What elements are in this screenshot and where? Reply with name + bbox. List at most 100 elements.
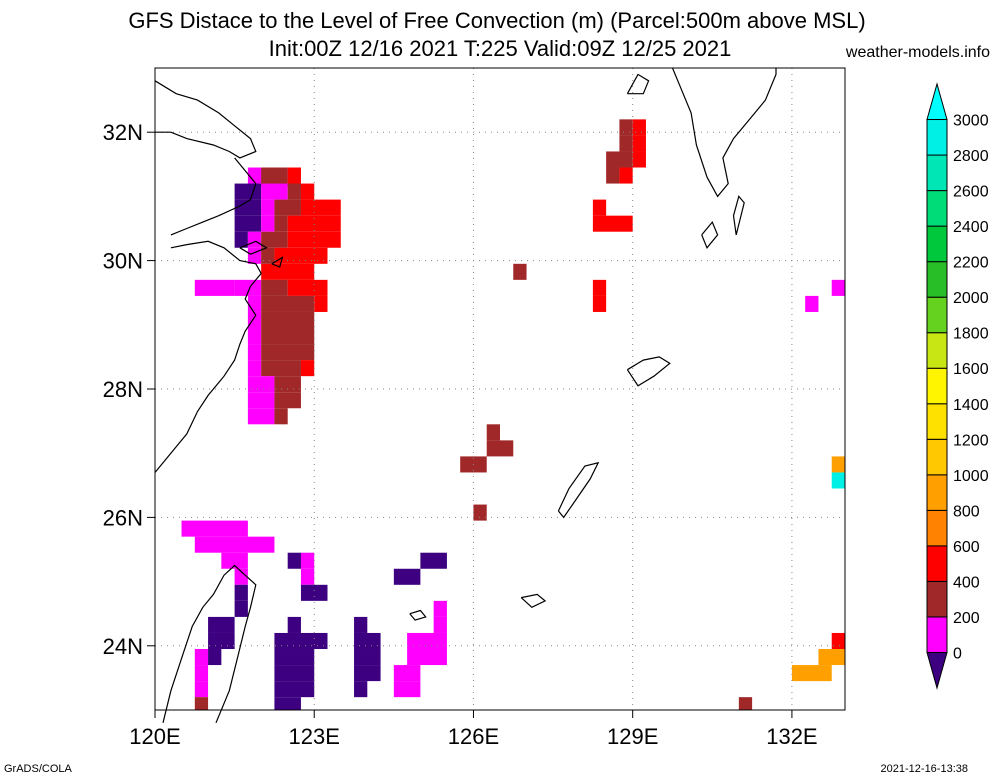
field-cell — [261, 279, 288, 296]
lon-tick-label: 126E — [448, 724, 499, 749]
field-cell — [818, 649, 845, 666]
field-cell — [486, 440, 514, 457]
field-cell — [300, 568, 315, 585]
field-cell — [261, 295, 315, 312]
lat-tick-label: 28N — [103, 377, 143, 402]
coastline — [732, 195, 745, 236]
field-cell — [513, 263, 527, 280]
field-cell — [606, 151, 633, 168]
coastline — [557, 461, 600, 519]
grads-credit: GrADS/COLA — [4, 763, 72, 775]
field-cell — [287, 215, 341, 232]
coastline — [239, 240, 268, 255]
field-cell — [632, 135, 646, 152]
field-cell — [261, 311, 315, 329]
field-cell — [247, 295, 262, 312]
field-cell — [247, 231, 262, 248]
field-cells — [181, 119, 845, 710]
colorbar-swatch — [926, 296, 948, 334]
field-cell — [194, 649, 209, 666]
field-cell — [194, 279, 235, 296]
field-cell — [234, 183, 262, 200]
field-cell — [486, 424, 500, 441]
coastline — [626, 73, 650, 95]
colorbar-swatch — [926, 332, 948, 369]
lat-lon-grid — [154, 68, 845, 710]
field-cell — [354, 649, 381, 666]
colorbar-swatch — [926, 261, 948, 298]
coastlines — [154, 67, 777, 724]
map-title: GFS Distace to the Level of Free Convect… — [128, 8, 866, 33]
lat-tick-label: 30N — [103, 249, 143, 274]
lon-tick-label: 132E — [766, 724, 817, 749]
field-cell — [300, 183, 315, 200]
field-cell — [300, 199, 341, 216]
field-cell — [247, 360, 262, 377]
coastline — [409, 609, 427, 621]
field-cell — [606, 167, 620, 184]
field-cell — [234, 199, 262, 216]
colorbar-swatch — [926, 119, 948, 156]
field-cell — [247, 311, 262, 329]
coastline — [671, 67, 777, 198]
generation-timestamp: 2021-12-16-13:38 — [880, 763, 968, 775]
field-cell — [261, 263, 315, 280]
field-cell — [261, 199, 275, 216]
field-cell — [393, 568, 421, 585]
field-cell — [473, 504, 487, 521]
colorbar-swatch — [926, 474, 948, 511]
field-cell — [194, 697, 209, 710]
colorbar-label: 1000 — [953, 468, 989, 485]
field-cell — [261, 183, 288, 200]
field-cell — [287, 552, 301, 569]
field-cell — [592, 279, 607, 296]
colorbar-swatch — [926, 225, 948, 263]
colorbar-label: 0 — [953, 645, 962, 662]
field-cell — [300, 584, 328, 601]
site-credit[interactable]: weather-models.info — [845, 44, 990, 61]
field-cell — [287, 183, 301, 200]
colorbar-swatch — [926, 403, 948, 440]
field-cell — [274, 665, 315, 682]
colorbar-swatch — [926, 651, 948, 690]
field-cell — [314, 295, 328, 312]
colorbar-label: 600 — [953, 539, 980, 556]
field-cell — [261, 328, 315, 345]
field-cell — [619, 167, 633, 184]
lon-tick-label: 120E — [129, 724, 180, 749]
colorbar-label: 3000 — [953, 113, 989, 130]
colorbar-label: 400 — [953, 574, 980, 591]
field-cell — [738, 697, 753, 710]
colorbar-swatch — [926, 545, 948, 582]
field-cell — [261, 215, 275, 232]
field-cell — [791, 665, 832, 682]
field-cell — [274, 649, 315, 666]
colorbar-swatch — [926, 580, 948, 618]
field-cell — [407, 649, 447, 666]
coastline — [170, 157, 257, 236]
field-cell — [274, 247, 328, 264]
field-cell — [247, 408, 275, 425]
field-cell — [632, 119, 646, 136]
colorbar-label: 200 — [953, 610, 980, 627]
map-subtitle: Init:00Z 12/16 2021 T:225 Valid:09Z 12/2… — [268, 36, 732, 61]
colorbar-label: 1600 — [953, 361, 989, 378]
coastline — [520, 593, 547, 609]
colorbar-swatch — [926, 616, 948, 653]
field-cell — [261, 167, 288, 187]
colorbar-swatch — [926, 82, 948, 121]
field-cell — [592, 199, 607, 216]
field-cell — [287, 616, 301, 633]
colorbar-label: 800 — [953, 503, 980, 520]
field-cell — [261, 360, 301, 377]
field-cell — [261, 231, 288, 248]
coastline — [154, 80, 257, 159]
field-cell — [354, 616, 368, 633]
coastline — [626, 356, 671, 387]
field-cell — [300, 360, 315, 377]
field-cell — [354, 665, 381, 682]
lon-tick-label: 129E — [607, 724, 658, 749]
colorbar-label: 2000 — [953, 290, 989, 307]
field-cell — [234, 215, 262, 232]
field-cell — [354, 632, 381, 650]
